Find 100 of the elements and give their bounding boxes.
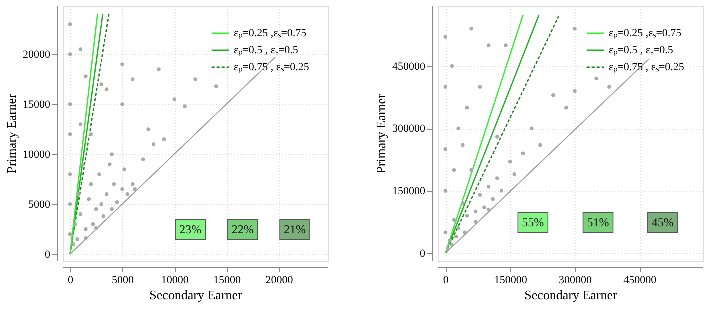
point [461,202,465,206]
y-tick-label: 5000 [28,198,51,211]
x-tick-label: 0 [443,274,450,286]
point [68,52,72,56]
y-axis-title: Primary Earner [374,93,388,174]
point [214,84,218,88]
point [508,160,512,164]
y-tick-label: 0 [45,248,51,261]
x-tick-label: 10000 [161,274,190,286]
point [444,148,448,152]
point [470,26,474,31]
point [108,162,112,166]
point [78,48,83,52]
y-tick-label: 300000 [392,123,426,136]
point [68,172,72,176]
x-tick-label: 15000 [214,274,242,286]
point [100,82,104,86]
point [491,197,495,202]
point [450,64,454,68]
point [486,208,491,212]
point [120,62,124,66]
point [573,26,577,31]
legend-label: εₚ=0.25 ,εₛ=0.75 [609,28,682,40]
x-tick-label: 0 [68,274,74,286]
point [538,143,542,148]
point [478,85,482,89]
point [573,89,577,94]
point [112,182,116,186]
point [68,232,72,236]
x-tick-label: 150000 [494,274,528,286]
x-tick-label: 300000 [558,274,592,286]
point [152,142,156,146]
point [452,168,456,172]
point [157,68,161,72]
point [94,208,98,212]
point [463,230,467,234]
x-tick-label: 450000 [624,274,658,286]
x-axis-title: Secondary Earner [150,288,244,302]
point [552,94,556,98]
point [486,44,491,48]
point [444,35,448,40]
point [133,188,137,192]
y-tick-label: 450000 [392,60,426,73]
point [68,202,72,206]
point [521,152,526,156]
point [500,189,504,193]
point [110,208,114,212]
point [68,132,72,136]
point [87,198,91,202]
annotation: 45% [652,216,674,230]
point [482,206,486,210]
x-axis-title: Secondary Earner [524,288,618,302]
legend-label: εₚ=0.75 , εₛ=0.25 [234,62,310,74]
point [172,98,177,102]
legend-label: εₚ=0.25 ,εₛ=0.75 [234,28,308,40]
point [94,226,98,230]
annotation: 51% [587,216,610,230]
point [91,222,96,226]
point [450,243,454,247]
y-tick-label: 150000 [392,185,426,198]
point [486,184,491,189]
x-tick-label: 5000 [112,274,134,286]
point [454,234,458,239]
point [512,172,517,176]
point [496,176,500,180]
point [564,106,568,110]
point [141,158,146,162]
annotation: 23% [180,222,202,237]
point [68,102,72,106]
point [456,226,460,230]
point [470,168,474,172]
point [530,126,534,131]
point [448,239,452,243]
point [84,236,88,240]
point [74,222,78,226]
y-tick-label: 0 [420,248,426,260]
y-tick-label: 20000 [23,48,51,61]
annotation: 21% [284,222,306,237]
point [474,220,478,224]
y-tick-label: 10000 [23,148,51,161]
point [131,78,135,82]
point [183,104,187,108]
legend-label: εₚ=0.75 , εₛ=0.25 [609,62,685,74]
point [131,182,135,186]
point [594,76,598,81]
point [162,138,166,142]
point [72,242,76,246]
point [122,168,126,172]
point [80,162,85,166]
point [446,247,450,252]
point [456,126,460,131]
x-tick-label: 20000 [266,274,294,286]
point [115,200,120,204]
annotation: 55% [522,216,544,230]
y-axis-title: Primary Earner [4,93,19,174]
point [444,189,448,193]
point [444,85,448,89]
point [146,128,150,132]
point [444,230,448,234]
point [194,78,198,82]
